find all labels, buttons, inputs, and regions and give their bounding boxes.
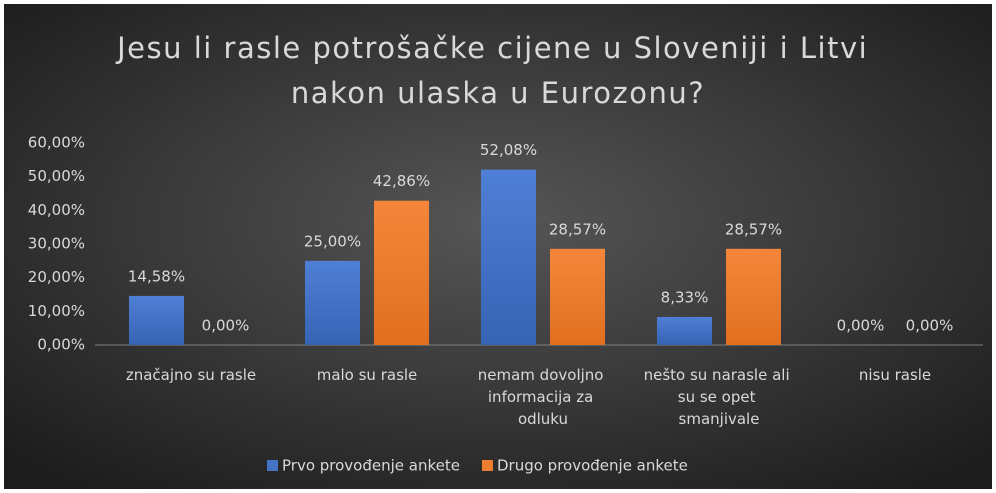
bar (374, 200, 429, 345)
y-tick-label: 50,00% (28, 167, 85, 185)
bar (129, 295, 184, 345)
bar (305, 260, 360, 345)
y-tick-label: 20,00% (28, 268, 85, 286)
value-label: 42,86% (373, 172, 430, 190)
bar (550, 248, 605, 345)
bar (657, 316, 712, 345)
legend-swatch (267, 460, 278, 471)
y-tick-label: 30,00% (28, 235, 85, 253)
legend-label: Drugo provođenje ankete (497, 457, 688, 475)
value-label: 0,00% (202, 317, 250, 335)
value-label: 28,57% (549, 220, 606, 238)
y-tick-label: 60,00% (28, 134, 85, 152)
legend-swatch (481, 460, 493, 471)
legend-label: Prvo provođenje ankete (282, 457, 460, 475)
value-label: 28,57% (725, 220, 782, 238)
bar (726, 248, 781, 345)
value-label: 0,00% (837, 317, 885, 335)
value-label: 14,58% (128, 267, 185, 285)
x-tick-label: nisu rasle (859, 366, 931, 384)
x-tick-label: malo su rasle (317, 366, 418, 384)
x-tick-label: nemam dovoljno informacija za odluku (478, 366, 608, 428)
value-label: 0,00% (906, 317, 954, 335)
x-tick-label: značajno su rasle (126, 366, 256, 384)
x-tick-label: nešto su narasle ali su se opet smanjiva… (644, 366, 795, 428)
y-tick-label: 10,00% (28, 302, 85, 320)
value-label: 25,00% (304, 232, 361, 250)
value-label: 8,33% (661, 288, 709, 306)
value-label: 52,08% (480, 141, 537, 159)
chart-title: Jesu li rasle potrošačke cijene u Sloven… (115, 31, 879, 110)
y-tick-label: 0,00% (37, 336, 85, 354)
bar (481, 169, 536, 345)
y-tick-label: 40,00% (28, 201, 85, 219)
